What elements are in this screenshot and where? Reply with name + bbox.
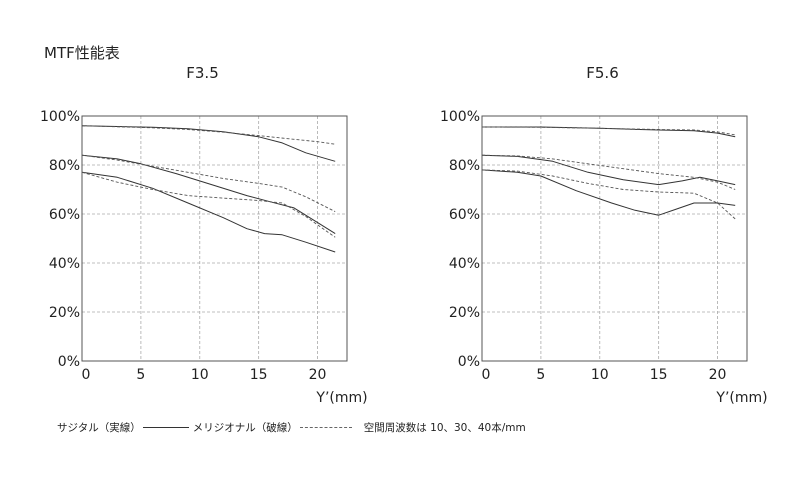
meridional-series-line-3 <box>81 154 336 213</box>
y-tick-label: 20% <box>49 305 80 321</box>
chart-title: F5.6 <box>586 64 618 82</box>
x-tick-label: 5 <box>136 367 145 383</box>
x-tick-label: 20 <box>709 367 727 383</box>
y-tick-label: 60% <box>49 207 80 223</box>
sagittal-series-line-4 <box>481 169 736 216</box>
mtf-chart-f5-6: F5.6 0% 20% 40% 60% 80% 100% 0 5 10 15 20 Y’(mm) <box>440 64 768 406</box>
x-axis-label: Y’(mm) <box>315 390 367 406</box>
y-tick-label: 100% <box>440 109 480 125</box>
x-tick-label: 10 <box>191 367 209 383</box>
y-tick-label: 0% <box>58 354 80 370</box>
sagittal-series-line-4 <box>81 171 336 253</box>
sagittal-series-line-0 <box>482 126 736 138</box>
x-tick-label: 10 <box>591 367 609 383</box>
page-title: MTF性能表 <box>44 44 120 62</box>
x-tick-label: 15 <box>250 367 268 383</box>
legend-solid-line <box>142 427 189 428</box>
y-tick-label: 80% <box>449 158 480 174</box>
y-tick-label: 40% <box>449 256 480 272</box>
sagittal-series-line-2 <box>81 154 336 235</box>
legend-dashed-line <box>299 427 352 428</box>
y-tick-label: 80% <box>49 158 80 174</box>
x-tick-label: 15 <box>650 367 668 383</box>
mtf-chart-f3-5: F3.5 0% 20% 40% 60% 80% 100% 0 5 10 15 20 Y’(mm) <box>40 64 368 406</box>
sagittal-series-line-2 <box>481 154 736 186</box>
x-tick-label: 0 <box>82 367 91 383</box>
meridional-series-line-5 <box>481 169 736 220</box>
chart-title: F3.5 <box>186 64 218 82</box>
x-tick-label: 0 <box>482 367 491 383</box>
y-tick-label: 0% <box>458 354 480 370</box>
x-tick-label: 5 <box>536 367 545 383</box>
meridional-series-line-1 <box>81 125 336 145</box>
y-tick-label: 100% <box>40 109 80 125</box>
y-tick-label: 20% <box>449 305 480 321</box>
meridional-series-line-3 <box>481 154 736 190</box>
y-tick-label: 60% <box>449 207 480 223</box>
x-tick-label: 20 <box>309 367 327 383</box>
plot-frame <box>81 115 348 362</box>
x-axis-label: Y’(mm) <box>715 390 767 406</box>
legend-meridional-label: メリジオナル（破線） <box>192 422 298 434</box>
legend-sagittal-label: サジタル（実線） <box>57 422 141 434</box>
y-tick-label: 40% <box>49 256 80 272</box>
legend-frequency-label: 空間周波数は 10、30、40本/mm <box>363 422 526 434</box>
meridional-series-line-5 <box>81 171 336 238</box>
meridional-series-line-1 <box>481 126 736 136</box>
plot-frame <box>481 115 748 362</box>
legend: サジタル（実線） メリジオナル（破線） 空間周波数は 10、30、40本/mm <box>57 420 526 435</box>
